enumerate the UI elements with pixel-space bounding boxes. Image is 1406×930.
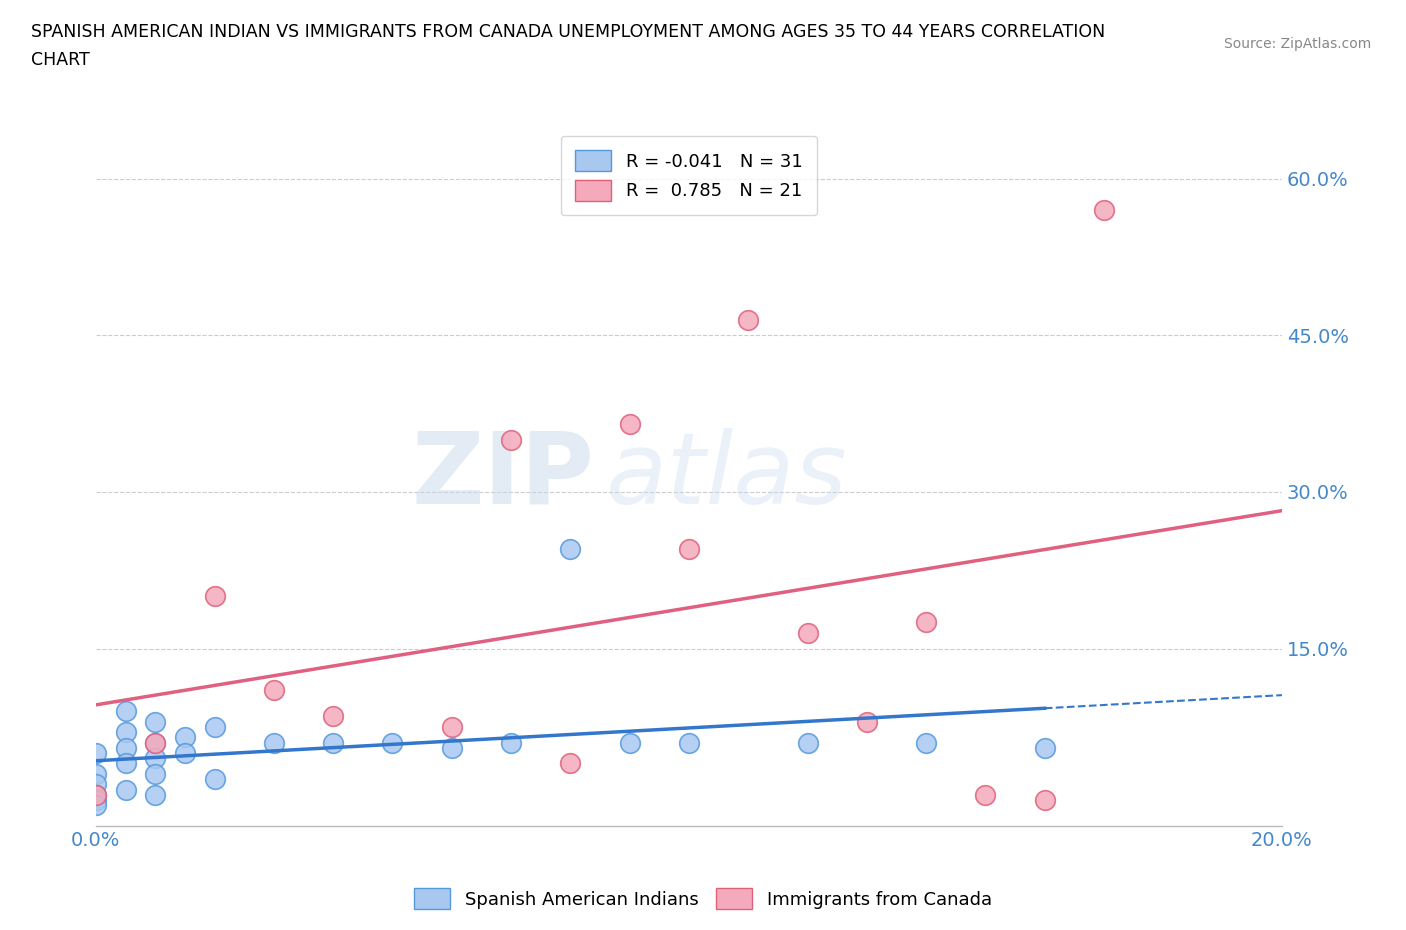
Point xyxy=(84,798,107,813)
Point xyxy=(84,746,107,761)
Point xyxy=(263,735,285,750)
Point xyxy=(114,782,136,797)
Point xyxy=(560,542,582,557)
Point xyxy=(84,792,107,807)
Point xyxy=(114,704,136,719)
Point xyxy=(322,735,344,750)
Point xyxy=(84,777,107,791)
Point xyxy=(204,589,226,604)
Point xyxy=(114,756,136,771)
Text: ZIP: ZIP xyxy=(411,428,595,525)
Point xyxy=(143,714,166,729)
Point xyxy=(796,735,818,750)
Point xyxy=(204,772,226,787)
Legend: Spanish American Indians, Immigrants from Canada: Spanish American Indians, Immigrants fro… xyxy=(406,881,1000,916)
Point xyxy=(737,312,759,327)
Text: Source: ZipAtlas.com: Source: ZipAtlas.com xyxy=(1223,37,1371,51)
Point xyxy=(856,714,879,729)
Point xyxy=(1033,740,1056,755)
Point xyxy=(114,724,136,739)
Point xyxy=(619,735,641,750)
Point xyxy=(322,709,344,724)
Point xyxy=(974,788,997,803)
Point xyxy=(1033,792,1056,807)
Point xyxy=(173,730,195,745)
Point xyxy=(1092,203,1115,218)
Point xyxy=(915,735,938,750)
Point xyxy=(619,417,641,432)
Point xyxy=(114,740,136,755)
Point xyxy=(204,720,226,735)
Point xyxy=(499,735,522,750)
Legend: R = -0.041   N = 31, R =  0.785   N = 21: R = -0.041 N = 31, R = 0.785 N = 21 xyxy=(561,136,817,215)
Point xyxy=(796,626,818,641)
Point xyxy=(143,735,166,750)
Point xyxy=(440,740,463,755)
Point xyxy=(84,788,107,803)
Point xyxy=(381,735,404,750)
Point xyxy=(173,746,195,761)
Point xyxy=(143,735,166,750)
Text: CHART: CHART xyxy=(31,51,90,69)
Point xyxy=(560,756,582,771)
Point xyxy=(263,683,285,698)
Point xyxy=(915,615,938,630)
Point xyxy=(143,751,166,765)
Point xyxy=(678,735,700,750)
Text: SPANISH AMERICAN INDIAN VS IMMIGRANTS FROM CANADA UNEMPLOYMENT AMONG AGES 35 TO : SPANISH AMERICAN INDIAN VS IMMIGRANTS FR… xyxy=(31,23,1105,41)
Point xyxy=(143,766,166,781)
Point xyxy=(84,788,107,803)
Point xyxy=(143,788,166,803)
Point xyxy=(440,720,463,735)
Point xyxy=(678,542,700,557)
Text: atlas: atlas xyxy=(606,428,848,525)
Point xyxy=(84,766,107,781)
Point xyxy=(499,432,522,447)
